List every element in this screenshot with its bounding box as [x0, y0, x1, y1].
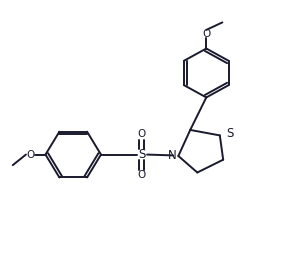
Text: S: S	[226, 127, 234, 140]
Text: O: O	[138, 129, 146, 139]
Text: O: O	[26, 150, 34, 159]
Text: O: O	[202, 29, 211, 39]
Text: N: N	[168, 149, 177, 162]
Text: S: S	[138, 148, 145, 161]
Text: O: O	[138, 170, 146, 180]
